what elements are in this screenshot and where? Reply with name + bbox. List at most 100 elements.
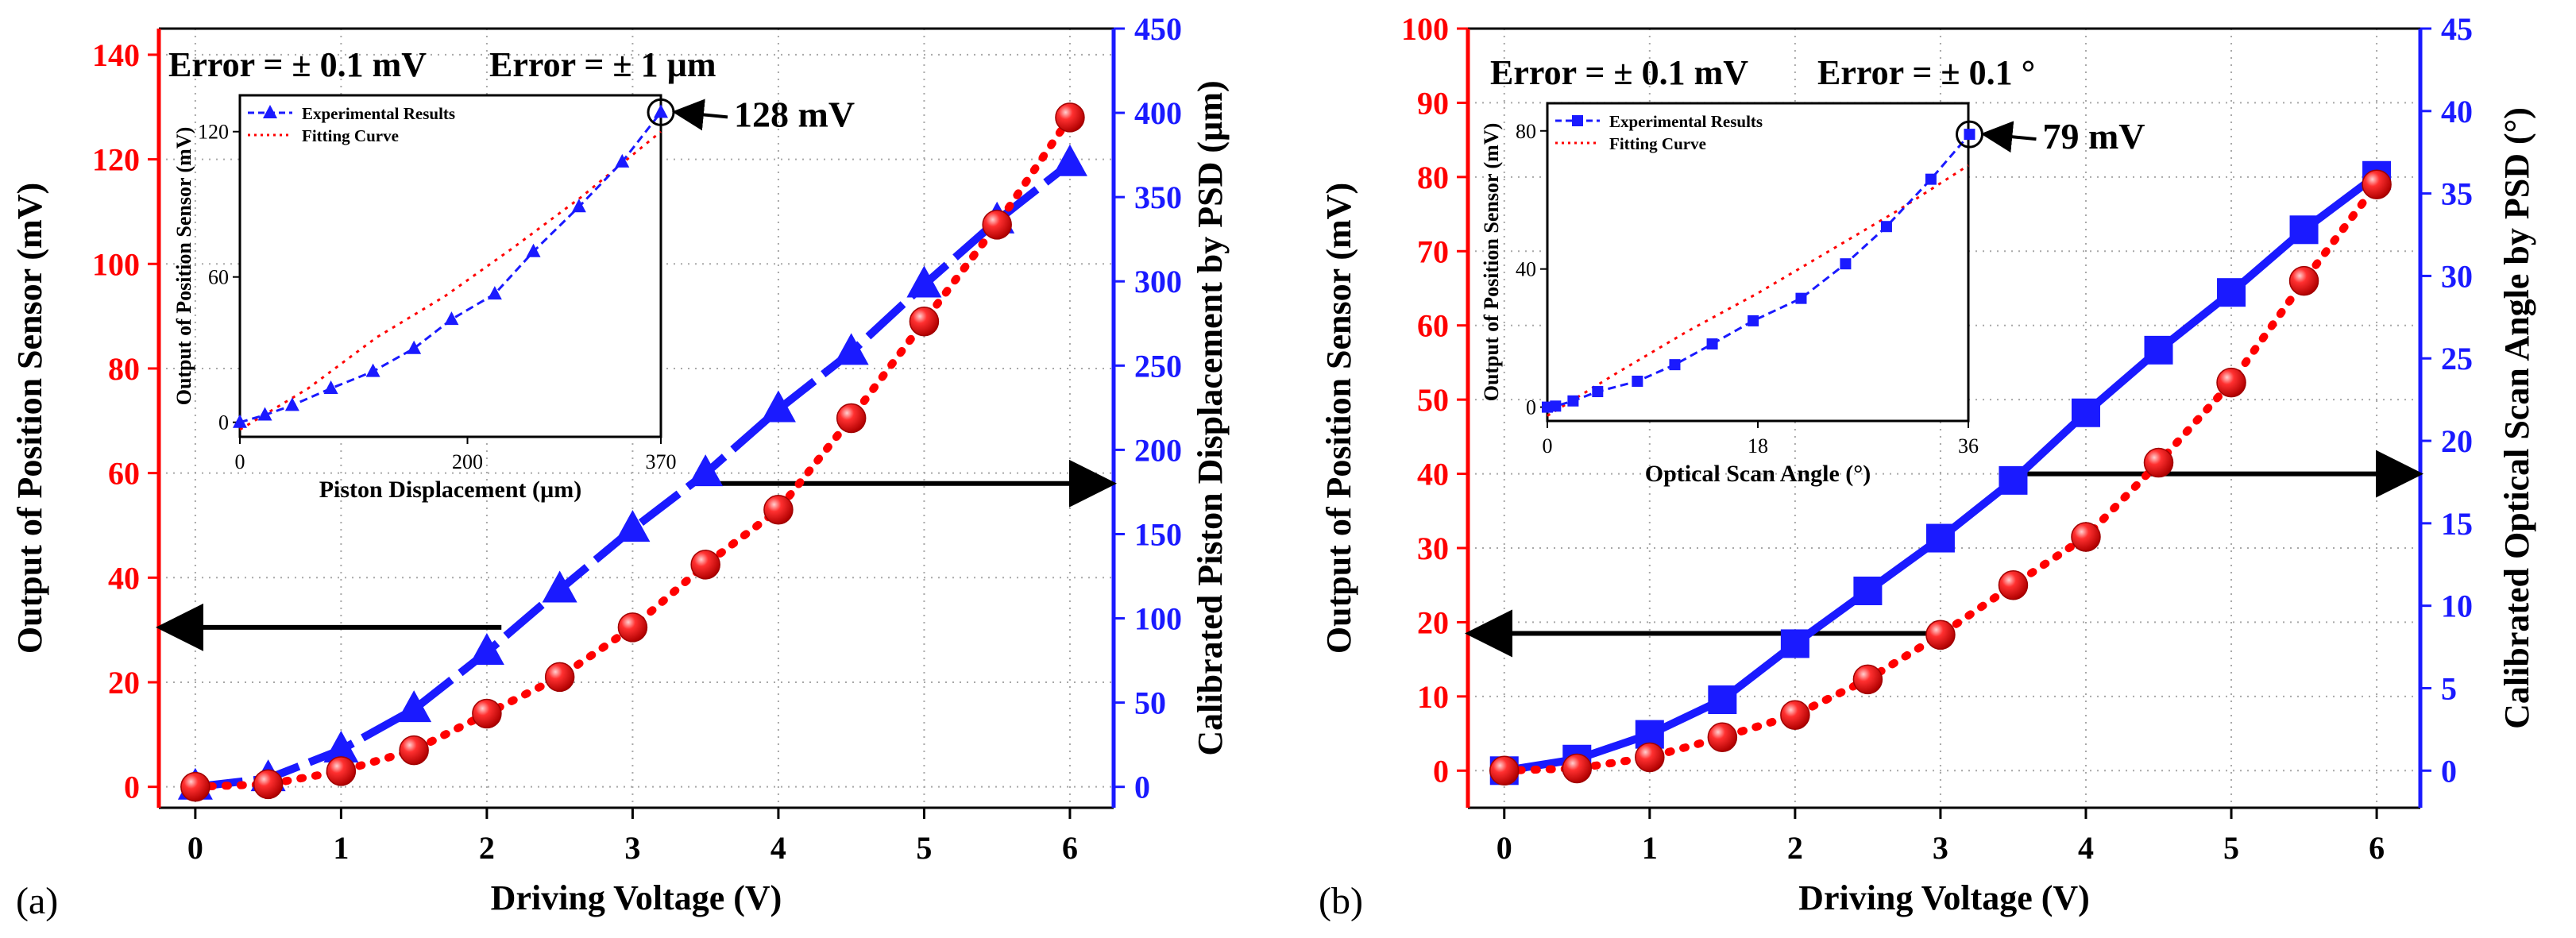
- inset-y-tick-label: 80: [1516, 120, 1536, 143]
- inset-point: [1550, 400, 1562, 412]
- inset-y-tick-label: 60: [208, 266, 229, 289]
- point-sensor-output: [2071, 522, 2101, 552]
- y-right-tick-label: 0: [1134, 770, 1150, 805]
- inset-point: [526, 243, 541, 257]
- y-right-tick-label: 50: [1134, 685, 1166, 721]
- y-left-tick-label: 60: [1417, 308, 1449, 344]
- x-tick-label: 3: [624, 830, 640, 866]
- y-axis-left-title: Output of Position Sensor (mV): [10, 183, 49, 654]
- y-right-tick-label: 250: [1134, 348, 1182, 384]
- point-sensor-output: [180, 771, 210, 802]
- point-sensor-output: [2288, 265, 2319, 296]
- y-left-tick-label: 40: [1417, 457, 1449, 492]
- x-tick-label: 2: [479, 830, 495, 866]
- point-sensor-output: [909, 306, 940, 337]
- point-sensor-output: [472, 698, 502, 729]
- point-sensor-output: [1055, 102, 1085, 133]
- inset-x-tick-label: 0: [235, 450, 245, 473]
- point-calibrated: [2071, 398, 2100, 427]
- point-sensor-output: [1925, 620, 1956, 650]
- y-right-tick-label: 40: [2441, 94, 2473, 129]
- x-tick-label: 5: [2223, 830, 2239, 866]
- x-tick-label: 6: [1062, 830, 1078, 866]
- y-left-tick-label: 0: [124, 770, 140, 805]
- point-calibrated: [906, 265, 942, 298]
- inset-x-tick-label: 370: [646, 450, 677, 473]
- y-left-tick-label: 20: [108, 665, 140, 701]
- inset-point: [1880, 221, 1892, 233]
- point-calibrated: [469, 632, 504, 665]
- point-sensor-output: [690, 550, 720, 580]
- y-right-tick-label: 350: [1134, 179, 1182, 215]
- inset-point: [257, 407, 272, 421]
- x-tick-label: 0: [1497, 830, 1512, 866]
- point-sensor-output: [617, 612, 648, 643]
- point-sensor-output: [2143, 447, 2174, 478]
- point-sensor-output: [982, 210, 1012, 240]
- x-tick-label: 1: [1642, 830, 1658, 866]
- point-sensor-output: [253, 769, 284, 800]
- error-text-voltage: Error = ± 0.1 mV: [168, 45, 427, 84]
- error-text-calibration: Error = ± 0.1 °: [1817, 53, 2035, 92]
- inset-x-tick-label: 18: [1748, 434, 1768, 457]
- y-left-tick-label: 40: [108, 560, 140, 596]
- y-right-tick-label: 35: [2441, 176, 2473, 212]
- y-right-tick-label: 5: [2441, 670, 2457, 706]
- point-sensor-output: [1635, 742, 1665, 773]
- x-tick-label: 5: [916, 830, 932, 866]
- inset-x-axis-title: Optical Scan Angle (°): [1645, 461, 1871, 487]
- inset-point: [1795, 292, 1807, 304]
- point-calibrated: [1708, 685, 1737, 715]
- inset-legend-marker: [1572, 115, 1583, 126]
- inset-point: [323, 380, 338, 395]
- y-left-tick-label: 100: [92, 246, 140, 282]
- y-left-tick-label: 0: [1433, 753, 1449, 789]
- point-sensor-output: [836, 403, 867, 434]
- y-right-tick-label: 100: [1134, 601, 1182, 637]
- y-left-tick-label: 20: [1417, 604, 1449, 640]
- inset-point: [444, 311, 459, 326]
- point-sensor-output: [544, 662, 575, 693]
- inset-x-axis-title: Piston Displacement (µm): [319, 477, 582, 503]
- y-left-tick-label: 70: [1417, 234, 1449, 269]
- point-sensor-output: [2216, 367, 2246, 398]
- panel-label: (b): [1319, 880, 1363, 922]
- inset-point: [233, 414, 247, 428]
- inset-point: [654, 104, 668, 118]
- point-calibrated: [1999, 465, 2028, 495]
- point-calibrated: [833, 333, 869, 365]
- callout-label: 79 mV: [2042, 116, 2145, 156]
- callout-label: 128 mV: [734, 94, 855, 134]
- y-right-tick-label: 10: [2441, 589, 2473, 624]
- point-calibrated: [688, 454, 724, 487]
- point-calibrated: [1925, 523, 1955, 553]
- point-calibrated: [615, 510, 651, 542]
- y-right-tick-label: 15: [2441, 506, 2473, 542]
- panel-a: 0 1 2 3 4 5 6020406080100120140050100150200250…: [10, 11, 1230, 922]
- x-tick-label: 1: [333, 830, 349, 866]
- error-text-calibration: Error = ± 1 µm: [489, 45, 716, 84]
- inset-point: [571, 199, 586, 213]
- inset-point: [1669, 359, 1681, 371]
- callout-arrow: [1980, 121, 2037, 153]
- point-sensor-output: [399, 735, 429, 766]
- inset-fitting-curve: [239, 130, 662, 431]
- y-right-tick-label: 400: [1134, 95, 1182, 131]
- y-right-tick-label: 150: [1134, 516, 1182, 552]
- x-tick-label: 6: [2369, 830, 2385, 866]
- error-text-voltage: Error = ± 0.1 mV: [1490, 53, 1748, 92]
- y-axis-left-title: Output of Position Sensor (mV): [1319, 183, 1358, 654]
- point-calibrated: [323, 731, 359, 763]
- y-axis-right-title: Calibrated Piston Displacement by PSD (µ…: [1191, 80, 1230, 755]
- y-right-tick-label: 300: [1134, 264, 1182, 299]
- panel-b: 0 1 2 3 4 5 6010203040506070809010005101520253…: [1319, 11, 2536, 922]
- point-sensor-output: [1707, 722, 1738, 752]
- x-tick-label: 0: [187, 830, 203, 866]
- point-sensor-output: [763, 494, 794, 525]
- point-sensor-output: [1998, 569, 2029, 600]
- point-calibrated: [1780, 629, 1809, 658]
- point-sensor-output: [1489, 755, 1520, 786]
- y-left-tick-label: 120: [92, 142, 140, 178]
- point-sensor-output: [326, 756, 357, 786]
- point-calibrated: [1052, 144, 1087, 176]
